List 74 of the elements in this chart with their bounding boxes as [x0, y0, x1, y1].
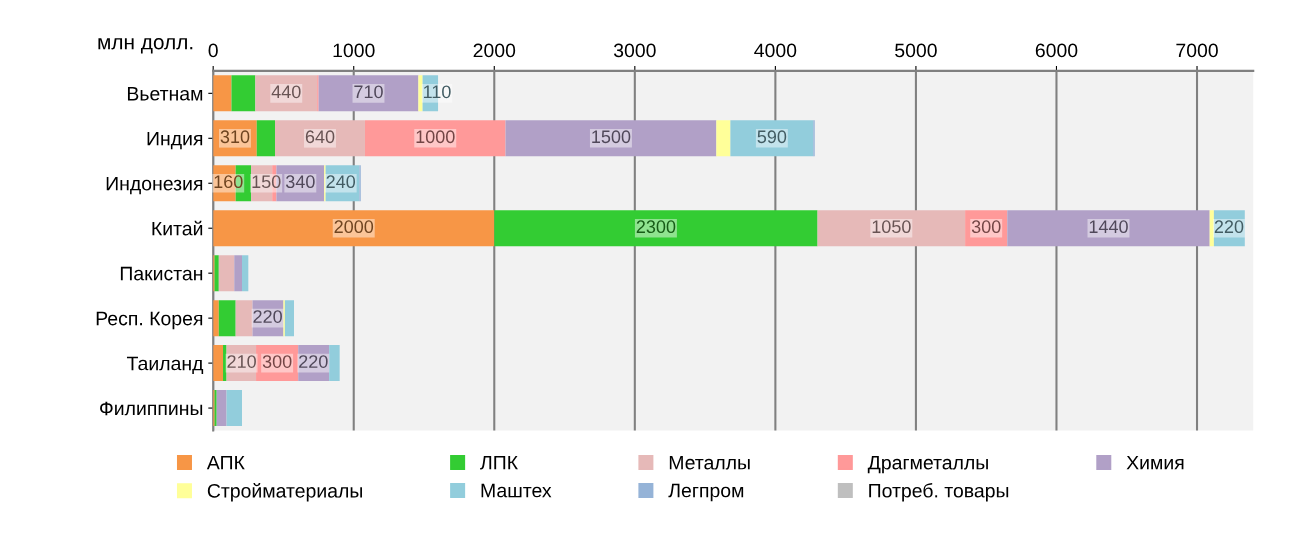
bar	[505, 120, 717, 157]
x-tick-label: 6000	[1035, 43, 1078, 58]
data-label: 1440	[1089, 220, 1128, 234]
bar	[256, 120, 276, 157]
data-label: 340	[285, 175, 315, 189]
x-tick-label: 3000	[613, 43, 656, 58]
legend-label: Легпром	[668, 483, 744, 502]
bar	[216, 390, 227, 427]
data-label: 2300	[636, 220, 676, 234]
bar	[716, 120, 731, 157]
legend-label: Маштех	[481, 483, 552, 498]
bar	[1213, 210, 1245, 247]
legend-label: Стройматериалы	[207, 483, 362, 502]
x-tick-label: 2000	[473, 43, 516, 58]
data-label: 220	[1214, 220, 1244, 234]
bar	[1209, 210, 1214, 247]
data-label: 440	[271, 85, 301, 99]
legend-label: Металлы	[669, 455, 750, 470]
bar	[213, 75, 232, 112]
data-label: 220	[253, 310, 282, 323]
legend-label: Драгметаллы	[867, 455, 988, 474]
data-label: 1500	[592, 130, 631, 144]
bar	[284, 300, 294, 337]
data-label: 300	[971, 220, 1001, 234]
data-label: 310	[220, 130, 250, 144]
y-tick-label: Индонезия	[106, 176, 203, 195]
bar	[255, 75, 318, 112]
data-label: 210	[227, 355, 256, 368]
legend-label: Потреб. товары	[869, 483, 1009, 502]
y-tick-label: Пакистан	[120, 266, 203, 281]
bar	[213, 120, 257, 157]
x-tick-label: 1000	[333, 43, 375, 58]
data-label: 300	[262, 355, 292, 368]
y-tick-label: Индия	[147, 131, 203, 150]
x-axis-title: млн долл.	[98, 38, 193, 54]
data-label: 110	[423, 85, 451, 99]
bar	[234, 255, 242, 292]
bar	[730, 120, 814, 157]
y-tick-label: Филиппины	[100, 401, 203, 416]
data-label: 640	[305, 130, 335, 144]
bar	[1007, 210, 1210, 247]
bar	[817, 210, 966, 247]
bar	[241, 255, 249, 292]
legend-label: ЛПК	[480, 455, 518, 470]
x-tick-label: 7000	[1176, 43, 1218, 58]
bar	[231, 75, 256, 112]
legend-label: Химия	[1126, 455, 1184, 470]
bar	[418, 75, 423, 112]
y-tick-label: Респ. Корея	[96, 311, 203, 330]
data-label: 220	[299, 355, 328, 368]
bar	[965, 210, 1008, 247]
bar	[223, 345, 227, 382]
legend-label: АПК	[206, 455, 245, 470]
bar	[218, 255, 235, 292]
y-tick-label: Таиланд	[126, 356, 204, 375]
data-label: 2000	[334, 220, 374, 234]
x-tick-label: 0	[208, 43, 218, 58]
bar	[213, 210, 495, 247]
bar	[364, 120, 506, 157]
bar	[226, 390, 242, 427]
data-label: 1050	[872, 220, 911, 234]
bar	[218, 300, 236, 337]
bar	[494, 210, 818, 247]
data-label: 240	[326, 175, 356, 189]
x-tick-label: 5000	[895, 43, 937, 58]
y-tick-label: Вьетнам	[127, 87, 203, 101]
data-label: 710	[354, 85, 383, 99]
data-label: 150	[252, 175, 281, 189]
bar	[214, 255, 219, 292]
data-label: 1000	[416, 130, 455, 144]
bar	[275, 120, 365, 157]
y-tick-label: Китай	[152, 220, 203, 236]
data-label: 590	[757, 130, 787, 144]
x-tick-label: 4000	[754, 43, 797, 58]
